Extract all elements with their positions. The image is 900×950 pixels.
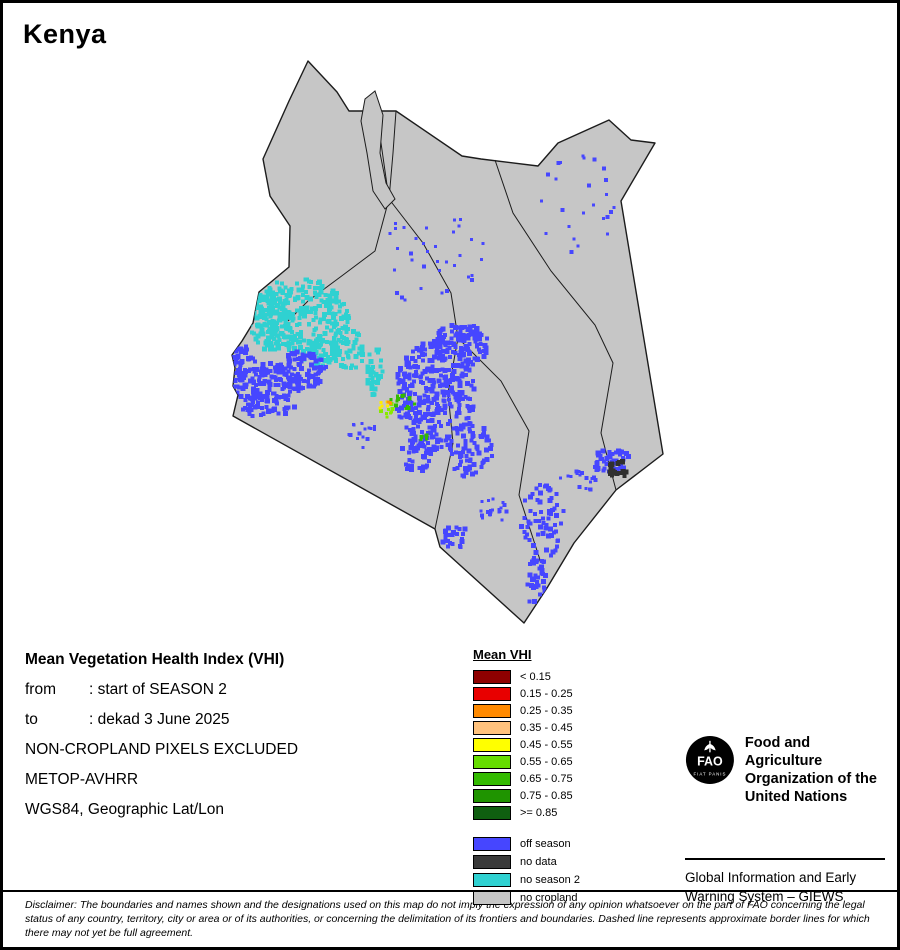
legend-class-row: 0.15 - 0.25: [473, 685, 673, 702]
legend-swatch: [473, 703, 511, 718]
legend-category-row: no season 2: [473, 871, 673, 889]
legend-swatch: [473, 737, 511, 752]
map-info-block: Mean Vegetation Health Index (VHI) from:…: [25, 651, 455, 831]
page-title: Kenya: [23, 19, 107, 49]
legend-swatch: [473, 754, 511, 769]
legend-label: 0.65 - 0.75: [520, 772, 573, 785]
info-to-label: to: [25, 711, 38, 728]
legend-swatch: [473, 686, 511, 701]
legend-class-row: 0.35 - 0.45: [473, 719, 673, 736]
fao-divider: [685, 858, 885, 860]
lake-turkana: [360, 90, 396, 210]
info-to-row: to : dekad 3 June 2025: [25, 711, 455, 741]
legend-label: 0.15 - 0.25: [520, 687, 573, 700]
legend-categories: off season no data no season 2 no cropland: [473, 835, 673, 907]
vhi-pixel-layer: [232, 154, 632, 607]
fao-logo-motto: FIAT PANIS: [694, 771, 727, 776]
legend-swatch: [473, 891, 511, 905]
info-line-noncropland: NON-CROPLAND PIXELS EXCLUDED: [25, 741, 299, 758]
legend-label: 0.45 - 0.55: [520, 738, 573, 751]
legend-swatch: [473, 669, 511, 684]
fao-org-name: Food and Agriculture Organization of the…: [744, 735, 877, 805]
legend-swatch: [473, 788, 511, 803]
legend-category-row: no data: [473, 853, 673, 871]
legend-title: Mean VHI: [473, 647, 532, 662]
legend-class-row: >= 0.85: [473, 804, 673, 821]
fao-block: FAO FIAT PANIS Food and Agriculture Orga…: [685, 731, 885, 906]
legend-label: 0.35 - 0.45: [520, 721, 573, 734]
legend-label: 0.75 - 0.85: [520, 789, 573, 802]
legend-class-row: 0.25 - 0.35: [473, 702, 673, 719]
legend-label: 0.25 - 0.35: [520, 704, 573, 717]
legend-swatch: [473, 837, 511, 851]
legend-label: 0.55 - 0.65: [520, 755, 573, 768]
legend-class-row: 0.55 - 0.65: [473, 753, 673, 770]
info-heading: Mean Vegetation Health Index (VHI): [25, 651, 285, 668]
legend-class-row: 0.75 - 0.85: [473, 787, 673, 804]
legend-category-row: off season: [473, 835, 673, 853]
legend-category-row: no cropland: [473, 889, 673, 907]
disclaimer: Disclaimer: The boundaries and names sho…: [3, 890, 897, 947]
fao-logo-label: FAO: [697, 755, 723, 769]
info-from-value: : start of SEASON 2: [89, 681, 227, 698]
legend-class-row: 0.65 - 0.75: [473, 770, 673, 787]
legend-swatch: [473, 805, 511, 820]
legend-swatch: [473, 720, 511, 735]
info-line-projection: WGS84, Geographic Lat/Lon: [25, 801, 225, 818]
info-from-label: from: [25, 681, 56, 698]
info-to-value: : dekad 3 June 2025: [89, 711, 230, 728]
giews-label: Global Information and Early Warning Sys…: [685, 870, 857, 904]
legend-label: no cropland: [520, 892, 578, 904]
legend-classes: < 0.15 0.15 - 0.25 0.25 - 0.35 0.35 - 0.45 0…: [473, 668, 673, 821]
legend-label: off season: [520, 838, 571, 850]
legend-label: no season 2: [520, 874, 580, 886]
province-boundary: [457, 337, 542, 564]
legend-label: no data: [520, 856, 557, 868]
legend-swatch: [473, 873, 511, 887]
info-from-row: from : start of SEASON 2: [25, 681, 455, 711]
kenya-map: [231, 60, 664, 624]
fao-header: FAO FIAT PANIS Food and Agriculture Orga…: [685, 731, 885, 806]
fao-logo: FAO FIAT PANIS: [685, 736, 734, 784]
vhi-legend: Mean VHI < 0.15 0.15 - 0.25 0.25 - 0.35 0.3…: [473, 647, 673, 907]
legend-swatch: [473, 855, 511, 869]
legend-label: < 0.15: [520, 670, 551, 683]
info-line-sensor: METOP-AVHRR: [25, 771, 139, 788]
province-boundary: [388, 110, 397, 200]
legend-class-row: < 0.15: [473, 668, 673, 685]
legend-class-row: 0.45 - 0.55: [473, 736, 673, 753]
province-boundary: [494, 159, 617, 491]
legend-label: >= 0.85: [520, 806, 558, 819]
legend-swatch: [473, 771, 511, 786]
